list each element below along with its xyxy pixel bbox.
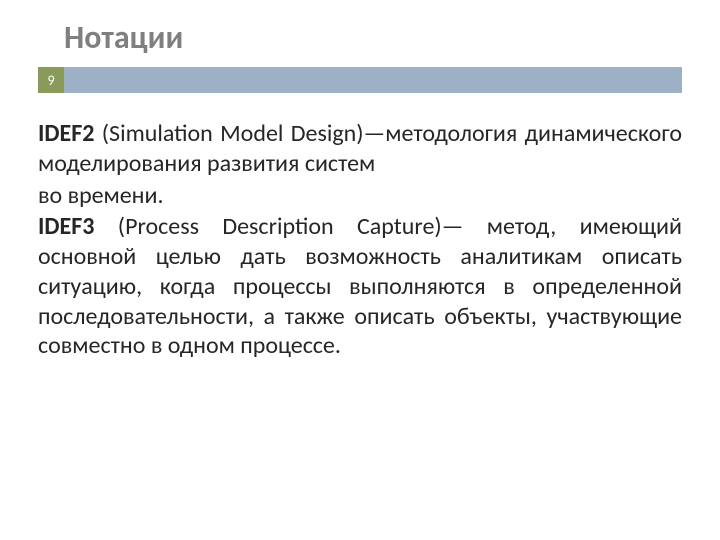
slide-title: Нотации [64,18,682,57]
body-text: IDEF2 (Simulation Model Design)—методоло… [38,119,682,361]
idef2-desc: (Simulation Model Design)—методология ди… [38,119,682,178]
paragraph-3: IDEF3 (Process Description Capture)— мет… [38,212,682,361]
slide-container: Нотации 9 IDEF2 (Simulation Model Design… [0,0,720,540]
idef3-term: IDEF3 [38,212,94,241]
page-number-badge: 9 [38,67,64,93]
paragraph-1: IDEF2 (Simulation Model Design)—методоло… [38,119,682,179]
paragraph-2: во времени. [38,181,682,211]
title-bar-row: 9 [38,67,682,93]
idef3-desc: (Process Description Capture)— метод, им… [38,212,682,360]
title-underline-bar [64,67,682,93]
idef2-term: IDEF2 [38,119,94,148]
